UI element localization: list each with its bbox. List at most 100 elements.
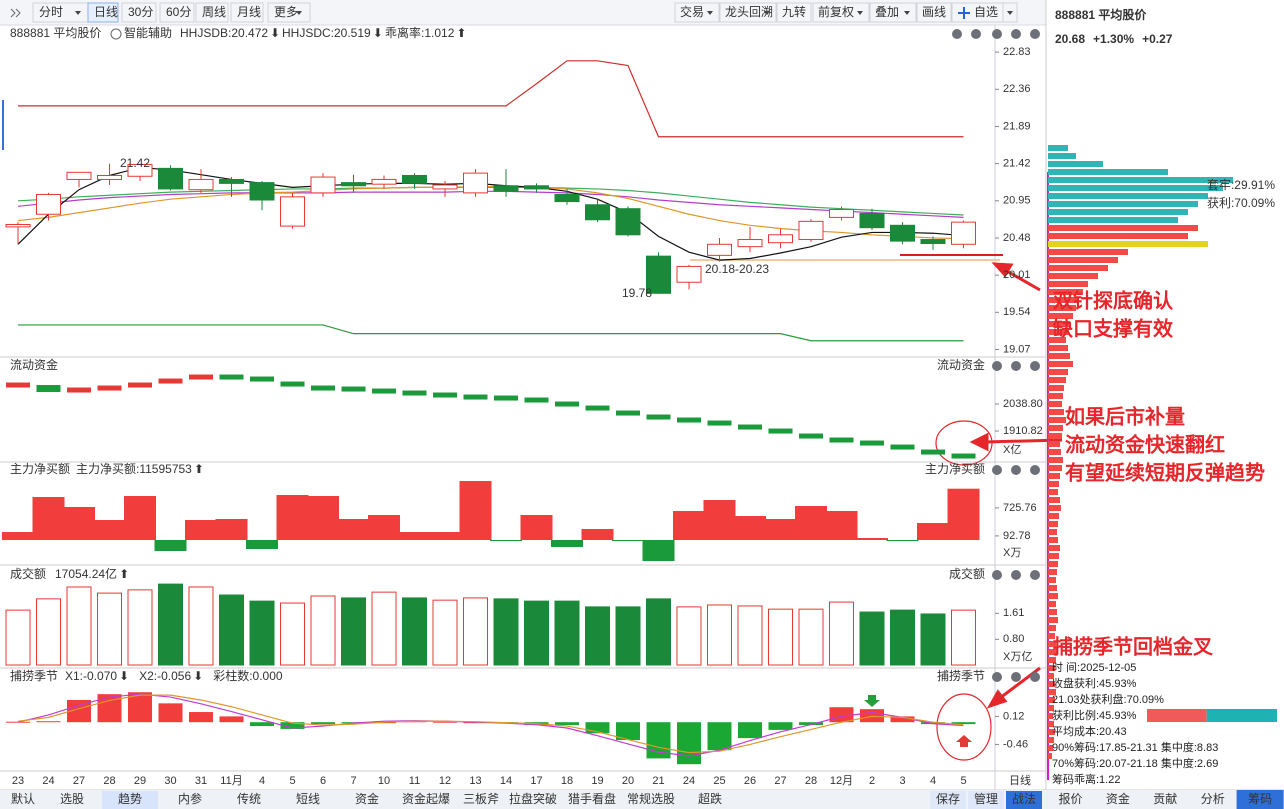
toolbar-label[interactable]: 分时 xyxy=(39,5,63,19)
panel-icon[interactable] xyxy=(992,465,1002,475)
toolbar-label[interactable]: 更多 xyxy=(274,5,298,19)
toolbar-label[interactable]: 九转 xyxy=(782,4,806,19)
bottom-tab[interactable]: 三板斧 xyxy=(463,792,499,806)
toolbar-button[interactable] xyxy=(674,2,720,23)
collapse-icon[interactable] xyxy=(10,8,21,18)
toolbar-button[interactable] xyxy=(869,2,917,23)
toolbar-label[interactable]: 自选 xyxy=(974,5,998,19)
bottom-tab[interactable]: 资金起爆 xyxy=(402,791,450,806)
toolbar-label[interactable]: 交易 xyxy=(680,4,704,19)
toolbar-button[interactable] xyxy=(267,2,311,23)
bottom-tab[interactable]: 默认 xyxy=(11,791,35,806)
panel-icon[interactable] xyxy=(1030,465,1040,475)
bottom-tab[interactable]: 资金 xyxy=(355,791,379,806)
panel-title-right: 成交额 xyxy=(949,566,985,581)
toolbar-button[interactable] xyxy=(776,2,812,23)
bottom-tab[interactable]: 传统 xyxy=(237,791,261,806)
toolbar-label[interactable]: 月线 xyxy=(237,5,261,19)
season-bar xyxy=(616,722,640,741)
flow-bar xyxy=(463,394,488,400)
panel-icon[interactable] xyxy=(1011,570,1021,580)
bottom-tab[interactable]: 超跌 xyxy=(698,791,722,806)
toolbar-button[interactable] xyxy=(121,2,157,23)
panel-icon[interactable] xyxy=(1011,361,1021,371)
panel-icon[interactable] xyxy=(1030,570,1040,580)
toolbar-label[interactable]: 周线 xyxy=(202,5,226,19)
toolbar-button[interactable] xyxy=(87,2,119,23)
toolbar-label[interactable]: 日线 xyxy=(94,5,118,19)
bottom-button[interactable] xyxy=(968,791,1004,809)
panel-icon[interactable] xyxy=(1030,361,1040,371)
toolbar-button[interactable] xyxy=(195,2,229,23)
panel-icon[interactable] xyxy=(992,570,1002,580)
toolbar-label[interactable]: 前复权 xyxy=(818,4,854,19)
sidebar-tab-label[interactable]: 资金 xyxy=(1106,791,1130,806)
x-tick-label: 27 xyxy=(73,775,85,787)
toolbar-label[interactable]: 30分 xyxy=(128,5,153,19)
panel-icon[interactable] xyxy=(1030,29,1040,39)
bottom-tab[interactable]: 趋势 xyxy=(118,792,142,806)
sidebar-tab-label[interactable]: 报价 xyxy=(1058,791,1082,806)
chip-bar xyxy=(1048,193,1208,199)
sidebar-tab-label[interactable]: 筹码 xyxy=(1248,792,1272,806)
toolbar-label[interactable]: 60分 xyxy=(166,5,191,19)
sidebar-tab[interactable] xyxy=(1047,790,1094,809)
panel-icon[interactable] xyxy=(952,29,962,39)
panel-icon[interactable] xyxy=(1011,29,1021,39)
toolbar-label[interactable]: 龙头回溯 xyxy=(725,4,773,19)
chip-bar xyxy=(1048,233,1188,239)
sidebar-tab-label[interactable]: 贡献 xyxy=(1153,791,1177,806)
x-tick-label: 28 xyxy=(103,775,115,787)
panel-icon[interactable] xyxy=(971,29,981,39)
candle-body xyxy=(737,239,763,248)
toolbar-label[interactable]: 画线 xyxy=(922,5,946,19)
toolbar-button[interactable] xyxy=(812,2,870,23)
bottom-tab[interactable]: 拉盘突破 xyxy=(509,791,557,806)
panel-icon[interactable] xyxy=(992,29,1002,39)
panel-icon[interactable] xyxy=(992,672,1002,682)
panel-icon[interactable] xyxy=(1011,672,1021,682)
legend-assist[interactable]: 智能辅助 xyxy=(124,25,172,40)
legend-arrow: ⬇ xyxy=(373,26,383,40)
turnover-bar xyxy=(36,598,61,666)
panel-icon[interactable] xyxy=(992,361,1002,371)
y-tick-label: 21.42 xyxy=(1003,158,1031,170)
bottom-tab[interactable]: 内参 xyxy=(178,791,202,806)
x-tick-label: 23 xyxy=(12,775,24,787)
bottom-button-label[interactable]: 保存 xyxy=(936,792,960,806)
chip-bar xyxy=(1048,561,1058,567)
bottom-tab[interactable]: 选股 xyxy=(60,792,84,806)
turnover-bar xyxy=(371,591,397,666)
bottom-button-label[interactable]: 战法 xyxy=(1012,792,1036,806)
sidebar-tab[interactable] xyxy=(1094,790,1142,809)
panel-icon[interactable] xyxy=(1011,465,1021,475)
sidebar-tab-label[interactable]: 分析 xyxy=(1201,792,1225,806)
candle-body xyxy=(524,185,549,190)
profit-bar xyxy=(1147,709,1207,722)
chip-bar xyxy=(1048,249,1128,255)
bottom-tab[interactable]: 常规选股 xyxy=(627,791,675,806)
x-tick-label: 4 xyxy=(930,775,936,787)
net-buy-bar xyxy=(398,531,431,540)
bottom-tab[interactable]: 短线 xyxy=(296,792,320,806)
candle-body xyxy=(890,224,915,242)
turnover-bar xyxy=(310,595,336,666)
sidebar-tab[interactable] xyxy=(1236,790,1284,809)
bottom-button-label[interactable]: 管理 xyxy=(974,791,998,806)
toolbar-button[interactable] xyxy=(230,2,264,23)
chip-bar xyxy=(1048,593,1058,599)
panel-icon[interactable] xyxy=(1030,672,1040,682)
chip-bar xyxy=(1048,425,1063,431)
toolbar-button[interactable] xyxy=(159,2,195,23)
chip-bar xyxy=(1048,345,1068,351)
bottom-tab[interactable]: 猎手看盘 xyxy=(568,791,616,806)
toolbar-label[interactable]: 叠加 xyxy=(875,5,899,19)
toolbar-button[interactable] xyxy=(916,2,952,23)
net-buy-bar xyxy=(459,481,492,540)
sidebar-tab[interactable] xyxy=(1189,790,1237,809)
flow-bar xyxy=(219,374,244,380)
bottom-button[interactable] xyxy=(1006,791,1042,809)
sidebar-tab[interactable] xyxy=(1141,790,1189,809)
bottom-button[interactable] xyxy=(930,791,966,809)
toolbar-button[interactable] xyxy=(719,2,777,23)
